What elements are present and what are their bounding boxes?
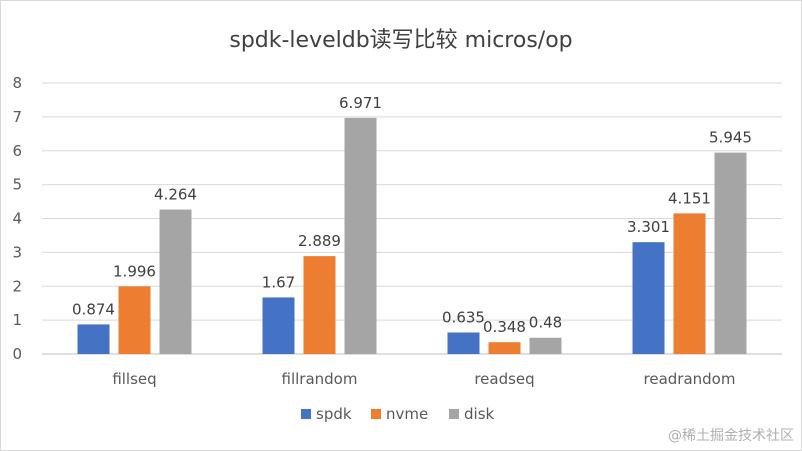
y-tick-label-5: 5 [12, 176, 22, 194]
bar-fillseq-disk [159, 209, 192, 354]
data-label-readseq-disk: 0.48 [529, 314, 562, 332]
y-tick-label-0: 0 [12, 345, 22, 363]
data-label-fillrandom-spdk: 1.67 [262, 273, 295, 291]
x-tick-label-fillseq: fillseq [112, 370, 156, 388]
bar-readrandom-nvme [673, 213, 706, 354]
y-tick-label-8: 8 [12, 74, 22, 92]
data-label-readrandom-nvme: 4.151 [668, 189, 711, 207]
data-label-readrandom-spdk: 3.301 [627, 218, 670, 236]
legend-label-disk: disk [464, 405, 495, 423]
data-label-fillrandom-nvme: 2.889 [298, 232, 341, 250]
x-tick-label-readrandom: readrandom [644, 370, 736, 388]
y-tick-label-4: 4 [12, 210, 22, 228]
data-label-fillseq-disk: 4.264 [154, 186, 197, 204]
data-label-fillrandom-disk: 6.971 [339, 94, 382, 112]
bar-readseq-spdk [447, 332, 480, 354]
data-label-readseq-nvme: 0.348 [483, 318, 526, 336]
chart-title: spdk-leveldb读写比较 micros/op [229, 28, 573, 53]
x-tick-label-readseq: readseq [474, 370, 534, 388]
bar-readseq-nvme [488, 342, 521, 354]
legend-swatch-spdk [301, 409, 311, 419]
y-tick-label-2: 2 [12, 277, 22, 295]
data-label-fillseq-nvme: 1.996 [113, 262, 156, 280]
y-tick-label-3: 3 [12, 243, 22, 261]
bar-fillrandom-spdk [262, 297, 295, 354]
bar-readrandom-spdk [632, 242, 665, 354]
watermark: @稀土掘金技术社区 [668, 428, 794, 444]
x-tick-label-fillrandom: fillrandom [282, 370, 358, 388]
bar-fillseq-nvme [118, 286, 151, 354]
bar-readrandom-disk [714, 152, 747, 354]
data-label-readrandom-disk: 5.945 [709, 129, 752, 147]
legend-label-spdk: spdk [316, 405, 352, 423]
y-tick-label-7: 7 [12, 108, 22, 126]
data-label-fillseq-spdk: 0.874 [72, 300, 115, 318]
bar-fillseq-spdk [77, 324, 110, 354]
legend-label-nvme: nvme [386, 405, 428, 423]
bar-fillrandom-nvme [303, 256, 336, 354]
bar-readseq-disk [529, 337, 562, 354]
legend-swatch-nvme [371, 409, 381, 419]
data-label-readseq-spdk: 0.635 [442, 308, 485, 326]
y-tick-label-1: 1 [12, 311, 22, 329]
bar-fillrandom-disk [344, 117, 377, 354]
legend-swatch-disk [449, 409, 459, 419]
y-tick-label-6: 6 [12, 142, 22, 160]
